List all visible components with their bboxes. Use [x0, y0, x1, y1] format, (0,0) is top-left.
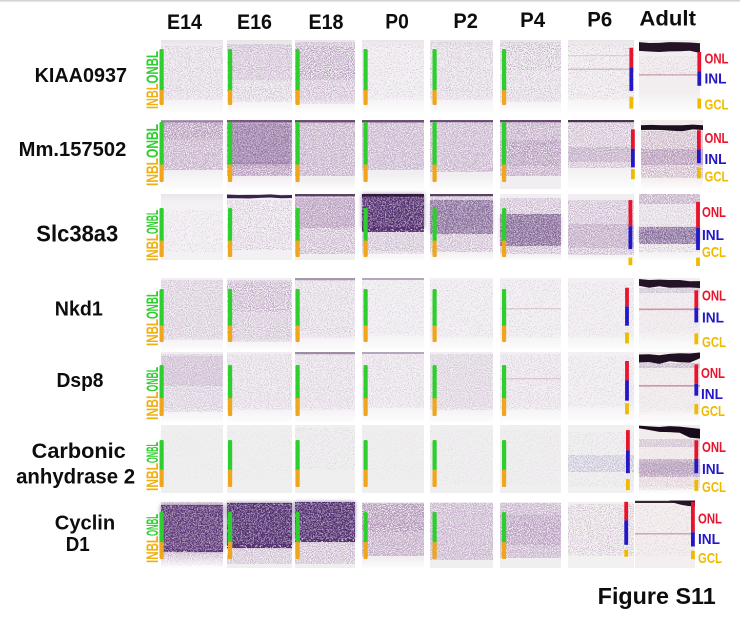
svg-text:ONL: ONL — [702, 287, 726, 304]
svg-text:D1: D1 — [66, 534, 90, 556]
svg-text:GCL: GCL — [701, 403, 725, 420]
svg-text:GCL: GCL — [702, 334, 726, 351]
svg-text:E18: E18 — [309, 11, 344, 34]
svg-text:GCL: GCL — [705, 97, 729, 114]
svg-text:anhydrase 2: anhydrase 2 — [16, 466, 135, 489]
svg-text:P0: P0 — [385, 11, 409, 34]
svg-text:INBL: INBL — [143, 84, 162, 110]
svg-text:INL: INL — [701, 386, 723, 403]
svg-text:Mm.157502: Mm.157502 — [19, 139, 127, 161]
svg-text:ONL: ONL — [702, 204, 726, 221]
svg-text:E16: E16 — [237, 11, 272, 34]
svg-text:Figure S11: Figure S11 — [598, 583, 716, 609]
svg-text:Nkd1: Nkd1 — [55, 299, 103, 321]
svg-text:INBL: INBL — [143, 319, 162, 346]
svg-text:GCL: GCL — [698, 550, 722, 567]
svg-text:INL: INL — [702, 227, 724, 244]
svg-text:INBL: INBL — [143, 392, 162, 421]
svg-text:Cyclin: Cyclin — [55, 513, 115, 535]
svg-text:P4: P4 — [520, 9, 545, 32]
svg-text:GCL: GCL — [702, 479, 726, 496]
svg-text:KIAA0937: KIAA0937 — [35, 65, 127, 87]
svg-text:ONBL: ONBL — [143, 51, 162, 84]
svg-text:INBL: INBL — [143, 158, 162, 186]
svg-text:ONL: ONL — [702, 439, 726, 456]
svg-text:P6: P6 — [587, 9, 612, 32]
svg-text:Slc38a3: Slc38a3 — [36, 221, 118, 247]
svg-text:ONL: ONL — [705, 51, 729, 68]
svg-text:INL: INL — [705, 151, 727, 168]
svg-text:INL: INL — [702, 461, 724, 478]
svg-text:ONBL: ONBL — [143, 514, 162, 536]
svg-text:Adult: Adult — [639, 8, 696, 31]
svg-text:ONL: ONL — [705, 130, 729, 147]
svg-text:ONBL: ONBL — [143, 210, 162, 234]
svg-text:ONL: ONL — [698, 511, 722, 528]
svg-text:E14: E14 — [167, 11, 202, 34]
svg-text:INBL: INBL — [143, 234, 162, 261]
svg-text:INBL: INBL — [143, 536, 162, 563]
svg-text:ONBL: ONBL — [143, 124, 162, 158]
svg-text:P2: P2 — [453, 10, 478, 33]
svg-text:INL: INL — [705, 70, 727, 87]
svg-text:INL: INL — [698, 531, 720, 548]
svg-text:INBL: INBL — [143, 463, 162, 491]
svg-text:ONBL: ONBL — [143, 367, 162, 392]
svg-text:GCL: GCL — [705, 169, 729, 186]
svg-text:ONBL: ONBL — [143, 442, 162, 463]
svg-text:INL: INL — [702, 309, 724, 326]
svg-text:ONL: ONL — [701, 365, 725, 382]
svg-text:ONBL: ONBL — [143, 291, 162, 319]
svg-text:GCL: GCL — [702, 244, 726, 261]
svg-text:Dsp8: Dsp8 — [57, 370, 104, 392]
svg-text:Carbonic: Carbonic — [32, 440, 126, 463]
